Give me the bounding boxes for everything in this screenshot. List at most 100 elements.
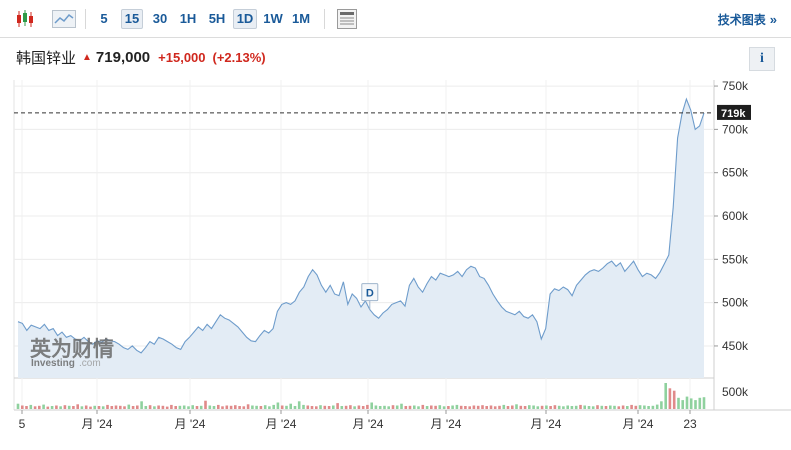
timeframe-5-button[interactable]: 5 [100,11,108,26]
volume-bar [408,405,412,410]
volume-bar [651,405,655,410]
volume-bar [609,405,612,409]
timeframe-1w-button[interactable]: 1W [263,11,283,26]
volume-bar [677,397,680,409]
volume-bar [387,406,390,409]
volume-bar [161,405,165,410]
volume-bar [468,406,471,409]
volume-bar [519,405,523,410]
volume-bar [447,406,450,409]
volume-bar [97,406,101,409]
volume-bar [523,406,527,409]
volume-bar [93,405,96,410]
volume-bar [217,404,220,409]
dividend-marker[interactable]: D [361,283,379,310]
last-price-tag: 719k [717,104,751,120]
volume-bar [476,405,480,410]
candlestick-chart-icon[interactable] [14,8,36,30]
volume-bar [434,405,437,410]
timeframe-15-button[interactable]: 15 [121,9,143,29]
time-tick-label: 月 '24 [431,417,462,431]
price-tick-label: 600k [722,209,749,223]
volume-bar [574,405,578,410]
volume-bar [195,406,199,409]
time-tick-label: 5 [19,417,26,431]
volume-bar [21,405,24,409]
price-tick-label: 500k [722,296,749,310]
volume-bar [413,405,416,409]
volume-bar [553,405,557,409]
volume-bar [315,406,318,409]
timeframe-1d-button[interactable]: 1D [233,9,257,29]
volume-bar [451,405,454,409]
volume-bar [110,406,114,409]
volume-bar [579,404,582,409]
volume-bar [319,405,322,409]
volume-bar [344,405,348,410]
price-tick-label: 550k [722,252,749,266]
timeframe-5h-button[interactable]: 5H [208,11,226,26]
volume-bar [489,405,493,409]
news-panel-icon[interactable] [336,8,358,30]
price-line [17,97,705,354]
volume-bar [668,388,672,409]
volume-bar [621,405,625,409]
volume-bar [191,405,194,409]
volume-bar [459,405,463,410]
volume-bar [528,405,531,409]
timeframe-30-button[interactable]: 30 [152,11,168,26]
volume-bar [353,406,356,409]
time-tick-label: 月 '24 [531,417,562,431]
volume-bar [76,404,79,409]
volume-bar [442,406,446,409]
volume-bar [332,405,335,409]
volume-bar [626,406,629,409]
instrument-header: 韩国锌业 ▲ 719,000 +15,000 (+2.13%) [16,46,266,68]
info-button[interactable]: i [749,47,775,71]
volume-bar [289,403,292,409]
volume-bar [600,405,604,410]
volume-bar [67,405,71,410]
watermark-cn: 英为财情 [30,337,114,361]
volume-bar [417,406,420,409]
timeframe-1h-button[interactable]: 1H [179,11,197,26]
volume-bars [16,383,706,410]
last-price: 719,000 [95,48,151,66]
volume-bar [404,406,408,409]
toolbar-divider-line [0,37,791,38]
volume-bar [212,406,216,409]
volume-bar [80,406,84,409]
volume-bar [101,406,105,409]
volume-bar [310,406,314,409]
volume-bar [391,405,395,409]
price-area-fill [18,99,704,378]
volume-bar [421,404,425,409]
volume-bar [272,404,275,409]
volume-bar [493,406,497,409]
volume-bar [25,406,28,409]
timeframe-1m-button[interactable]: 1M [291,11,311,26]
volume-bar [285,405,288,410]
volume-bar [643,405,646,409]
watermark: 英为财情 Investing .com [30,337,114,369]
volume-bar [366,404,369,409]
volume-bar [591,406,595,409]
tech-chart-link[interactable]: 技术图表» [718,11,777,28]
volume-bar [562,406,565,409]
volume-bar [604,406,608,409]
price-tick-label: 650k [722,166,749,180]
toolbar-divider [324,9,325,29]
toolbar-divider [85,9,86,29]
volume-bar [400,403,403,409]
volume-bar [549,406,552,409]
volume-bar [596,405,599,409]
volume-bar [540,405,544,410]
volume-bar [29,404,33,409]
time-tick-label: 月 '24 [623,417,654,431]
price-up-icon: ▲ [82,51,92,63]
volume-bar [357,405,361,409]
area-chart-icon[interactable] [52,8,76,30]
volume-bar [38,405,41,410]
volume-axis-label: 500k [722,385,749,399]
